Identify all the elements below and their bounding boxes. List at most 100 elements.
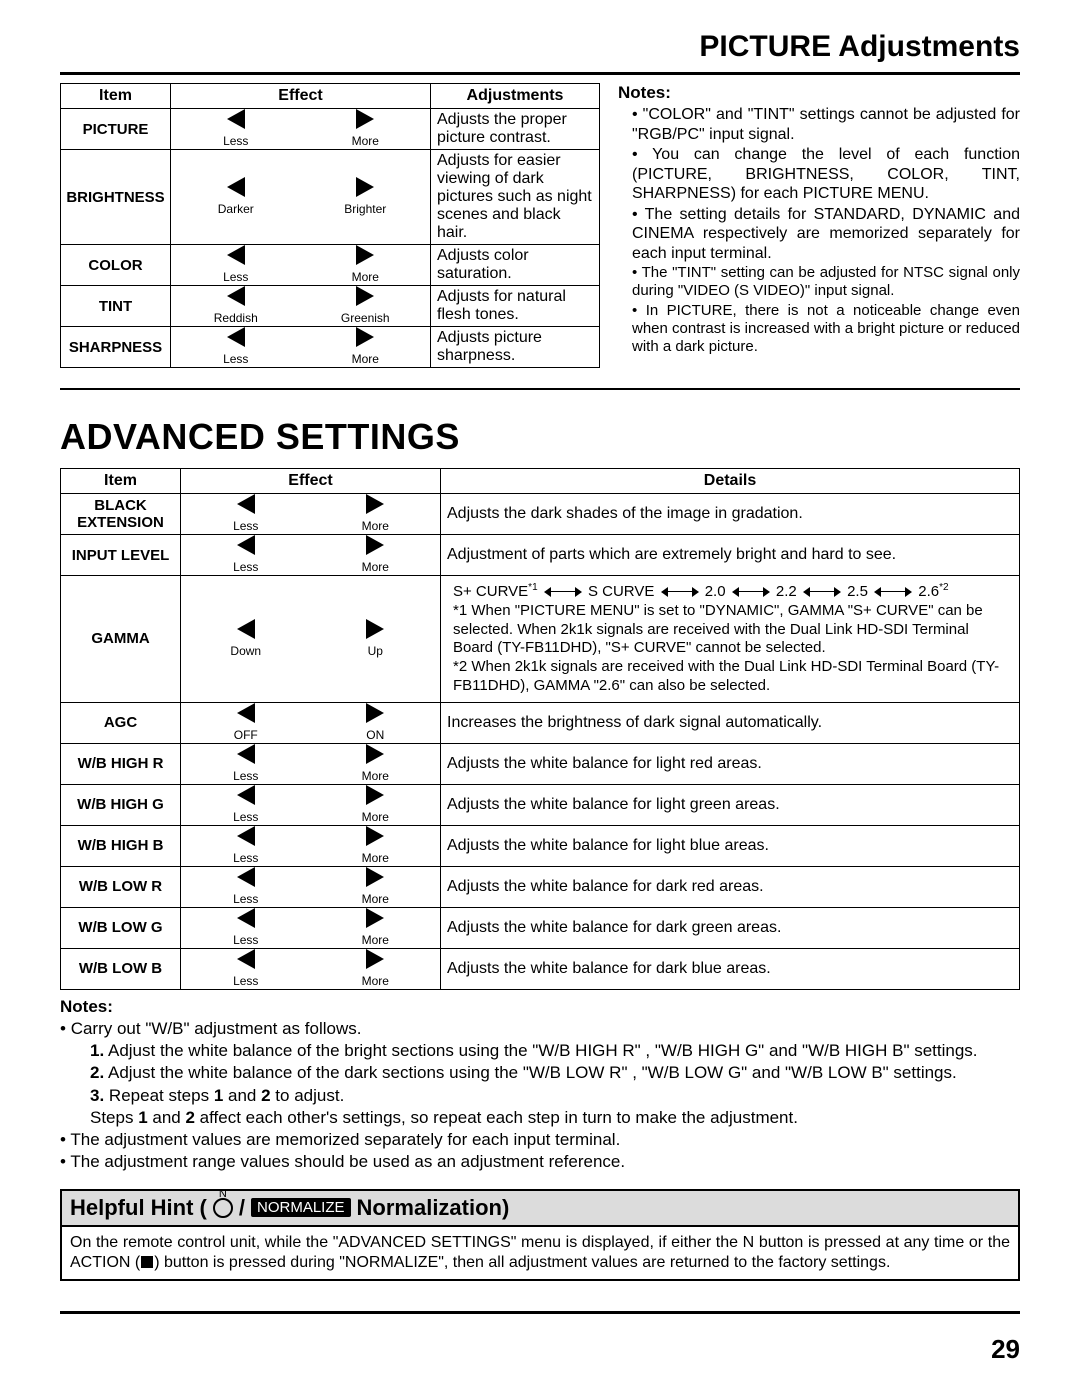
arrow-right-icon bbox=[366, 535, 384, 555]
effect-right-label: More bbox=[311, 933, 441, 948]
note-text: and bbox=[148, 1108, 186, 1127]
step-ref: 1 bbox=[138, 1108, 147, 1127]
note-item: "COLOR" and "TINT" settings cannot be ad… bbox=[632, 105, 1020, 144]
arrow-left-icon bbox=[227, 245, 245, 265]
effect-left-label: Less bbox=[171, 270, 301, 285]
effect-right-label: More bbox=[311, 974, 441, 989]
item-cell: W/B HIGH R bbox=[61, 743, 181, 784]
item-cell: INPUT LEVEL bbox=[61, 535, 181, 576]
item-cell: AGC bbox=[61, 702, 181, 743]
table-row: BRIGHTNESSDarkerBrighterAdjusts for easi… bbox=[61, 150, 600, 245]
note-item: In PICTURE, there is not a noticeable ch… bbox=[632, 302, 1020, 357]
effect-left-label: Less bbox=[171, 352, 301, 367]
table-row: W/B LOW RLessMoreAdjusts the white balan… bbox=[61, 866, 1020, 907]
effect-right-label: More bbox=[311, 851, 441, 866]
arrow-right-icon bbox=[366, 826, 384, 846]
details-cell: Adjusts the white balance for dark green… bbox=[441, 907, 1020, 948]
item-cell: BLACK EXTENSION bbox=[61, 494, 181, 535]
item-cell: TINT bbox=[61, 286, 171, 327]
table-row: PICTURELessMoreAdjusts the proper pictur… bbox=[61, 109, 600, 150]
item-cell: W/B LOW R bbox=[61, 866, 181, 907]
effect-right-label: More bbox=[311, 769, 441, 784]
arrow-right-icon bbox=[366, 949, 384, 969]
effect-left-label: Less bbox=[181, 769, 311, 784]
hint-slash: / bbox=[239, 1195, 245, 1221]
effect-left-label: Less bbox=[181, 892, 311, 907]
effect-right-label: More bbox=[301, 352, 431, 367]
th-details: Details bbox=[441, 469, 1020, 494]
effect-left-label: Less bbox=[181, 519, 311, 534]
arrow-right-icon bbox=[356, 177, 374, 197]
table-row: W/B HIGH BLessMoreAdjusts the white bala… bbox=[61, 825, 1020, 866]
effect-right-label: ON bbox=[311, 728, 441, 743]
step-num: 3. bbox=[90, 1086, 104, 1105]
table-row: GAMMADownUpS+ CURVE*1 S CURVE 2.0 2.2 2.… bbox=[61, 576, 1020, 703]
item-cell: COLOR bbox=[61, 245, 171, 286]
arrow-right-icon bbox=[366, 619, 384, 639]
note-text: affect each other's settings, so repeat … bbox=[195, 1108, 798, 1127]
table-row: SHARPNESSLessMoreAdjusts picture sharpne… bbox=[61, 327, 600, 368]
note-text: The adjustment values are memorized sepa… bbox=[70, 1130, 620, 1149]
arrow-left-icon bbox=[227, 177, 245, 197]
picture-table: Item Effect Adjustments PICTURELessMoreA… bbox=[60, 83, 600, 368]
n-button-icon: N bbox=[213, 1198, 233, 1218]
adj-cell: Adjusts for easier viewing of dark pictu… bbox=[431, 150, 600, 245]
table-row: BLACK EXTENSIONLessMoreAdjusts the dark … bbox=[61, 494, 1020, 535]
advanced-title: ADVANCED SETTINGS bbox=[60, 416, 1020, 458]
arrow-left-icon bbox=[237, 785, 255, 805]
effect-left-label: Less bbox=[181, 933, 311, 948]
arrow-right-icon bbox=[366, 908, 384, 928]
item-cell: BRIGHTNESS bbox=[61, 150, 171, 245]
arrow-left-icon bbox=[237, 826, 255, 846]
table-row: W/B HIGH RLessMoreAdjusts the white bala… bbox=[61, 743, 1020, 784]
effect-right-label: More bbox=[311, 519, 441, 534]
note-text: Adjust the white balance of the dark sec… bbox=[108, 1063, 957, 1082]
arrow-left-icon bbox=[237, 494, 255, 514]
advanced-table: Item Effect Details BLACK EXTENSIONLessM… bbox=[60, 468, 1020, 990]
effect-left-label: Less bbox=[181, 851, 311, 866]
effect-right-label: Up bbox=[311, 644, 441, 659]
step-ref: 1 bbox=[214, 1086, 223, 1105]
item-cell: W/B HIGH G bbox=[61, 784, 181, 825]
arrow-left-icon bbox=[237, 703, 255, 723]
table-row: AGCOFFONIncreases the brightness of dark… bbox=[61, 702, 1020, 743]
arrow-left-icon bbox=[237, 744, 255, 764]
details-cell: Adjustment of parts which are extremely … bbox=[441, 535, 1020, 576]
note-item: The "TINT" setting can be adjusted for N… bbox=[632, 264, 1020, 301]
note-text: and bbox=[223, 1086, 261, 1105]
effect-right-label: Brighter bbox=[301, 202, 431, 217]
details-cell: S+ CURVE*1 S CURVE 2.0 2.2 2.5 2.6*2*1 W… bbox=[441, 576, 1020, 703]
note-item: The setting details for STANDARD, DYNAMI… bbox=[632, 205, 1020, 264]
hint-label: Normalization) bbox=[357, 1195, 510, 1221]
arrow-left-icon bbox=[237, 867, 255, 887]
effect-right-label: More bbox=[311, 892, 441, 907]
arrow-right-icon bbox=[366, 744, 384, 764]
arrow-right-icon bbox=[366, 785, 384, 805]
effect-left-label: Darker bbox=[171, 202, 301, 217]
gamma-details: S+ CURVE*1 S CURVE 2.0 2.2 2.5 2.6*2*1 W… bbox=[447, 578, 1013, 700]
arrow-left-icon bbox=[237, 908, 255, 928]
arrow-right-icon bbox=[356, 109, 374, 129]
details-cell: Adjusts the white balance for dark red a… bbox=[441, 866, 1020, 907]
arrow-right-icon bbox=[366, 867, 384, 887]
arrow-left-icon bbox=[227, 286, 245, 306]
th-effect: Effect bbox=[181, 469, 441, 494]
details-cell: Adjusts the white balance for light red … bbox=[441, 743, 1020, 784]
th-effect: Effect bbox=[171, 84, 431, 109]
table-row: W/B LOW BLessMoreAdjusts the white balan… bbox=[61, 948, 1020, 989]
item-cell: W/B HIGH B bbox=[61, 825, 181, 866]
table-row: W/B LOW GLessMoreAdjusts the white balan… bbox=[61, 907, 1020, 948]
hint-header: Helpful Hint ( N / NORMALIZE Normalizati… bbox=[60, 1189, 1020, 1227]
divider bbox=[60, 72, 1020, 75]
arrow-right-icon bbox=[356, 245, 374, 265]
hint-body: On the remote control unit, while the "A… bbox=[60, 1227, 1020, 1281]
item-cell: W/B LOW G bbox=[61, 907, 181, 948]
arrow-right-icon bbox=[366, 703, 384, 723]
item-cell: SHARPNESS bbox=[61, 327, 171, 368]
note-text: Repeat steps bbox=[109, 1086, 214, 1105]
bottom-notes: Notes: • Carry out "W/B" adjustment as f… bbox=[60, 996, 1020, 1173]
effect-left-label: OFF bbox=[181, 728, 311, 743]
page-number: 29 bbox=[60, 1334, 1020, 1365]
item-cell: W/B LOW B bbox=[61, 948, 181, 989]
divider bbox=[60, 388, 1020, 390]
